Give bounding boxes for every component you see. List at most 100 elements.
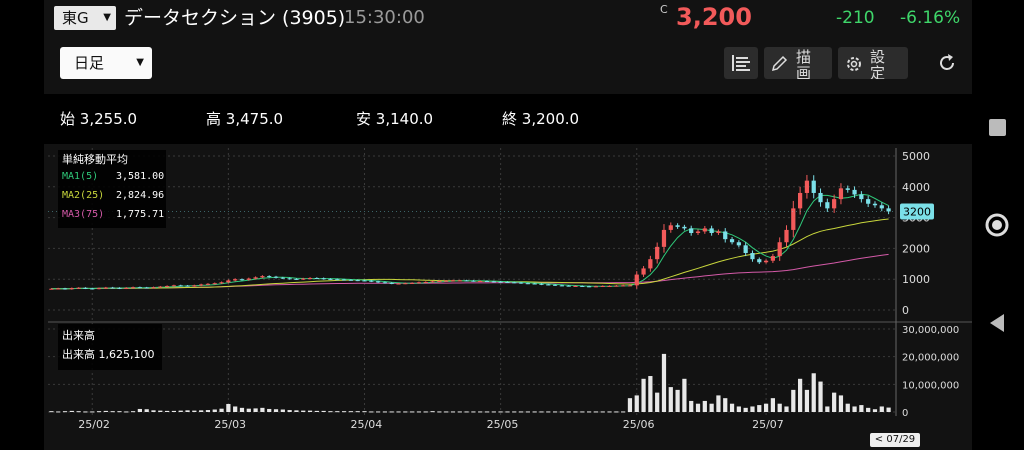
volume-bar: [832, 392, 837, 412]
volume-bar: [137, 408, 142, 412]
price-tick-label: 1000: [902, 273, 930, 286]
reload-button[interactable]: [936, 52, 958, 78]
header-bar: 東G ▼ データセクション (3905) 15:30:00 C 3,200 -2…: [44, 0, 972, 36]
candle-body: [56, 288, 61, 290]
chart-canvas[interactable]: 010002000300040005000010,000,00020,000,0…: [44, 144, 972, 450]
volume-bar: [110, 411, 115, 413]
candle-body: [362, 280, 367, 282]
volume-tick-label: 20,000,000: [902, 353, 959, 364]
candle-body: [695, 231, 701, 233]
settings-label: 設定: [870, 48, 890, 79]
volume-bar: [559, 411, 564, 413]
volume-bar: [729, 403, 735, 412]
back-button[interactable]: [972, 310, 1024, 336]
stock-name: データセクション (3905): [124, 7, 346, 29]
candle-body: [859, 194, 864, 200]
volume-bar: [130, 411, 136, 413]
candle-body: [498, 281, 503, 283]
price-tick-label: 4000: [902, 181, 930, 194]
candle-body: [552, 284, 558, 286]
candle-body: [736, 242, 741, 246]
candle-body: [512, 282, 517, 284]
volume-bar: [648, 376, 653, 412]
candle-body: [811, 180, 816, 193]
volume-bar: [818, 381, 823, 412]
exchange-select[interactable]: 東G ▼: [54, 6, 116, 30]
recents-button[interactable]: [972, 115, 1024, 141]
volume-bar: [246, 408, 251, 412]
draw-button[interactable]: 描画: [764, 47, 832, 79]
candle-body: [750, 253, 755, 260]
volume-bar: [886, 407, 891, 412]
volume-bar: [763, 403, 769, 412]
volume-bar: [410, 411, 415, 413]
ma2-row: MA2(25) 2,824.96: [62, 186, 164, 205]
chevron-down-icon: ▼: [103, 12, 111, 23]
volume-bar: [437, 411, 442, 413]
candle-body: [416, 282, 422, 284]
x-tick-label: 25/03: [214, 418, 246, 431]
candle-body: [573, 285, 578, 287]
candle-body: [866, 199, 871, 204]
ma1-line: [51, 193, 889, 290]
candle-body: [185, 285, 190, 287]
volume-bar: [464, 411, 469, 413]
volume-bar: [825, 406, 830, 412]
volume-bar: [702, 400, 707, 412]
volume-bar: [273, 409, 279, 412]
volume-legend: 出来高 出来高 1,625,100: [58, 324, 162, 370]
period-select[interactable]: 日足 ▼: [60, 47, 152, 79]
indicator-button[interactable]: [724, 47, 758, 79]
candle-body: [886, 208, 891, 212]
ma-legend-title: 単純移動平均: [62, 153, 128, 166]
candle-body: [593, 286, 599, 288]
candle-body: [199, 284, 204, 286]
volume-bar: [621, 411, 626, 413]
candle-body: [587, 286, 592, 288]
high-value: 高 3,475.0: [206, 108, 283, 129]
volume-bar: [682, 378, 687, 412]
candle-body: [709, 228, 714, 233]
volume-bar: [573, 411, 578, 413]
volume-bar: [593, 411, 599, 413]
volume-bar: [791, 389, 796, 412]
volume-bar: [219, 408, 224, 412]
candle-body: [341, 279, 347, 281]
candle-body: [158, 286, 163, 288]
circle-icon: [985, 213, 1009, 237]
candle-body: [137, 287, 142, 289]
candle-body: [770, 256, 775, 261]
volume-bar: [96, 411, 102, 413]
candle-body: [627, 285, 633, 287]
price-flag: C: [660, 3, 668, 16]
volume-tick-label: 0: [902, 408, 908, 419]
candle-body: [763, 260, 769, 263]
candle-body: [96, 288, 102, 290]
volume-bar: [205, 410, 211, 412]
candle-body: [872, 203, 878, 206]
chart-area[interactable]: 010002000300040005000010,000,00020,000,0…: [44, 144, 972, 450]
triangle-back-icon: [990, 314, 1004, 332]
home-button[interactable]: [972, 210, 1024, 240]
candle-body: [471, 280, 476, 282]
candle-body: [382, 282, 388, 284]
candle-body: [532, 283, 537, 285]
volume-bar: [76, 411, 81, 413]
candle-body: [273, 276, 279, 278]
volume-bar: [328, 411, 333, 413]
settings-button[interactable]: 設定: [838, 47, 908, 79]
ma3-value: 1,775.71: [116, 209, 165, 220]
volume-tick-label: 30,000,000: [902, 325, 959, 336]
period-label: 日足: [74, 54, 105, 72]
volume-bar: [675, 389, 680, 412]
candle-body: [845, 188, 850, 190]
open-number: 3,255.0: [79, 110, 138, 128]
volume-bar: [171, 410, 177, 412]
volume-bar: [798, 378, 803, 412]
volume-bar: [192, 410, 197, 412]
date-navigator[interactable]: < 07/29 >: [870, 433, 920, 450]
candle-body: [355, 280, 360, 282]
volume-bar: [56, 411, 61, 413]
candle-body: [348, 279, 353, 281]
candle-body: [444, 280, 449, 282]
